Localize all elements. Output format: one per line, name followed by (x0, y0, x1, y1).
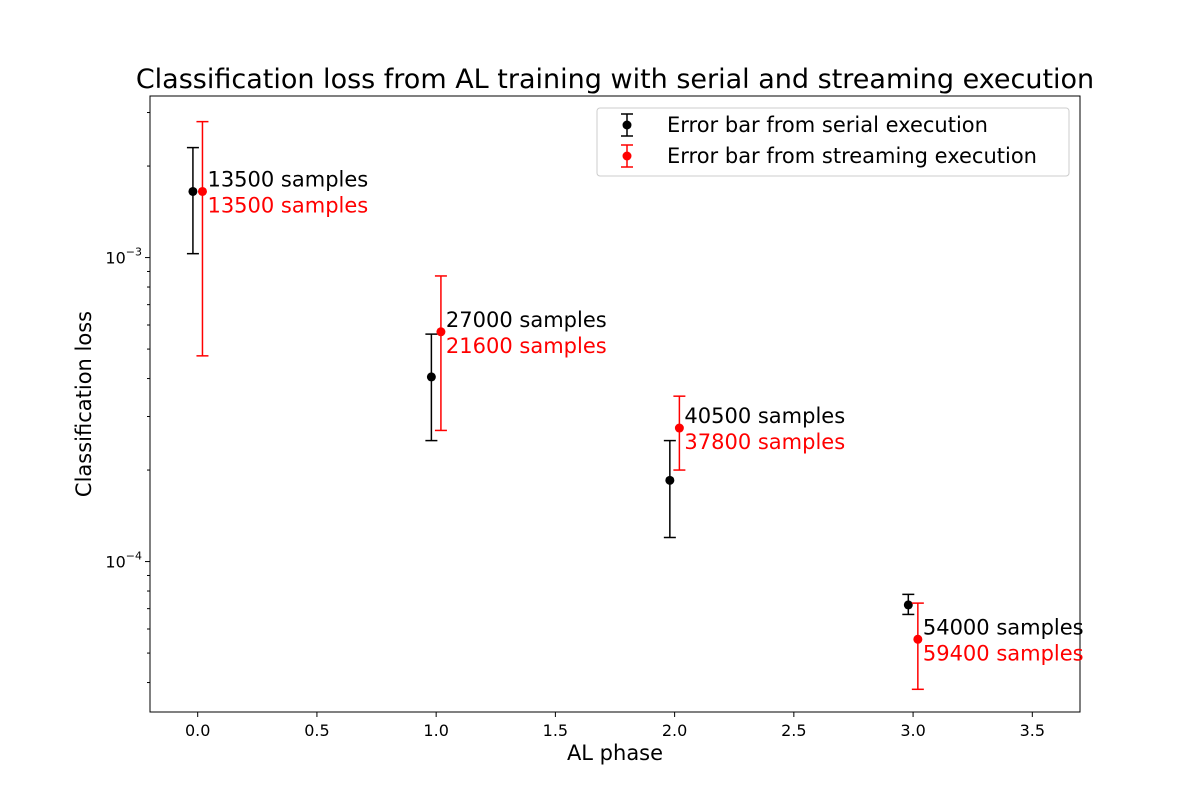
x-tick-label: 0.5 (304, 721, 329, 740)
x-tick-label: 1.0 (423, 721, 448, 740)
x-tick-label: 2.0 (662, 721, 687, 740)
data-point (913, 634, 923, 644)
y-tick-label: 10−4 (105, 550, 142, 572)
x-tick-label: 1.5 (543, 721, 568, 740)
series-serial (186, 146, 915, 616)
legend-entry-streaming: Error bar from streaming execution (621, 144, 1037, 168)
y-axis: 10−310−4 (105, 112, 150, 684)
legend-label: Error bar from streaming execution (667, 144, 1037, 168)
data-label-streaming: 37800 samples (684, 430, 845, 454)
data-label-serial: 27000 samples (446, 308, 607, 332)
data-point (188, 186, 198, 196)
data-point (903, 600, 913, 610)
legend-entry-serial: Error bar from serial execution (621, 113, 988, 137)
data-point (197, 186, 207, 196)
data-label-serial: 40500 samples (684, 404, 845, 428)
data-label-serial: 54000 samples (923, 615, 1084, 639)
x-tick-label: 2.5 (781, 721, 806, 740)
data-point (665, 475, 675, 485)
data-label-streaming: 13500 samples (207, 193, 368, 217)
y-axis-label: Classification loss (72, 311, 96, 497)
data-point (436, 327, 446, 337)
data-label-streaming: 21600 samples (446, 334, 607, 358)
x-tick-label: 0.0 (185, 721, 210, 740)
legend: Error bar from serial execution Error bar… (596, 107, 1070, 177)
series-streaming (196, 120, 924, 691)
x-axis-label: AL phase (567, 741, 663, 765)
chart-title: Classification loss from AL training wit… (136, 64, 1094, 95)
legend-label: Error bar from serial execution (667, 113, 988, 137)
x-tick-label: 3.0 (900, 721, 925, 740)
legend-box (596, 107, 1070, 177)
legend-marker (622, 120, 632, 130)
data-label-serial: 13500 samples (207, 167, 368, 191)
plot-area (149, 95, 1081, 713)
data-point (426, 372, 436, 382)
data-point (674, 423, 684, 433)
data-label-streaming: 59400 samples (923, 641, 1084, 665)
legend-marker (622, 151, 632, 161)
y-tick-label: 10−3 (105, 246, 142, 268)
y-tick-label-base: 10 (105, 249, 125, 268)
x-axis: 0.0 0.5 1.0 1.5 2.0 2.5 3.0 3.5 (185, 712, 1045, 740)
y-tick-label-exponent: −3 (126, 246, 142, 259)
y-tick-label-exponent: −4 (126, 550, 142, 563)
y-tick-label-base: 10 (105, 553, 125, 572)
x-tick-label: 3.5 (1020, 721, 1045, 740)
